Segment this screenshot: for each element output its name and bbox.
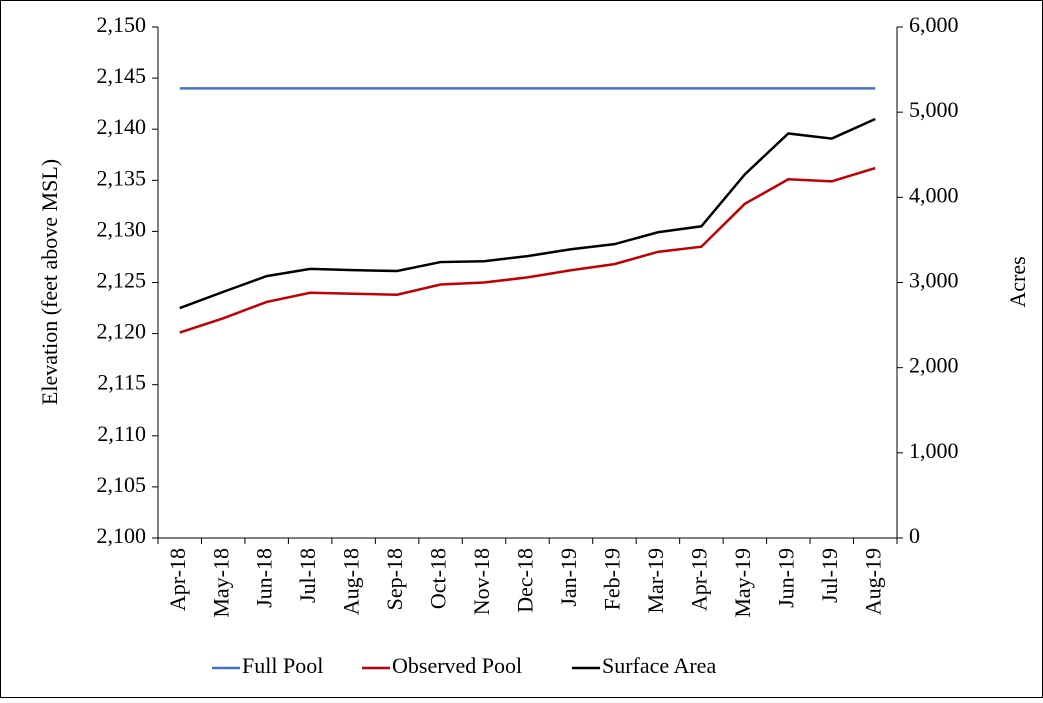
series-line xyxy=(179,117,876,310)
x-tick-label: Aug-18 xyxy=(339,548,364,615)
x-tick-label: Feb-19 xyxy=(599,548,624,610)
x-tick-label: Oct-18 xyxy=(426,548,451,609)
y2-tick-label: 2,000 xyxy=(909,353,959,378)
y-tick-label: 2,100 xyxy=(97,523,147,548)
x-tick-label: Nov-18 xyxy=(469,548,494,615)
legend-label: Observed Pool xyxy=(392,653,522,678)
y-tick-label: 2,105 xyxy=(97,472,147,497)
y2-tick-label: 6,000 xyxy=(909,12,959,37)
x-tick-label: Jun-18 xyxy=(252,548,277,608)
x-tick-label: Apr-18 xyxy=(165,548,190,611)
y2-tick-label: 3,000 xyxy=(909,268,959,293)
y2-tick-label: 4,000 xyxy=(909,182,959,207)
x-tick-label: Jul-19 xyxy=(817,548,842,603)
y-tick-label: 2,110 xyxy=(97,421,146,446)
y-tick-label: 2,130 xyxy=(97,216,147,241)
series-line xyxy=(179,166,876,334)
y-tick-label: 2,140 xyxy=(97,114,147,139)
y-tick-label: 2,135 xyxy=(97,165,147,190)
y-axis-title: Elevation (feet above MSL) xyxy=(37,159,62,405)
y-tick-label: 2,120 xyxy=(97,319,147,344)
x-tick-label: Jan-19 xyxy=(556,548,581,607)
x-tick-label: Jun-19 xyxy=(773,548,798,608)
x-tick-label: Mar-19 xyxy=(643,548,668,614)
y-tick-label: 2,145 xyxy=(97,63,147,88)
x-tick-label: Sep-18 xyxy=(382,548,407,610)
x-tick-label: May-18 xyxy=(208,548,233,618)
x-tick-label: Dec-18 xyxy=(513,548,538,613)
y-tick-label: 2,115 xyxy=(97,370,146,395)
y2-tick-label: 5,000 xyxy=(909,97,959,122)
legend-label: Full Pool xyxy=(242,653,323,678)
y2-tick-label: 0 xyxy=(909,523,920,548)
y-tick-label: 2,150 xyxy=(97,12,147,37)
y2-tick-label: 1,000 xyxy=(909,438,959,463)
y2-axis-title: Acres xyxy=(1005,256,1030,307)
legend-label: Surface Area xyxy=(602,653,716,678)
x-tick-label: Aug-19 xyxy=(860,548,885,615)
x-tick-label: May-19 xyxy=(730,548,755,618)
x-tick-label: Apr-19 xyxy=(686,548,711,611)
y-tick-label: 2,125 xyxy=(97,268,147,293)
x-tick-label: Jul-18 xyxy=(295,548,320,603)
